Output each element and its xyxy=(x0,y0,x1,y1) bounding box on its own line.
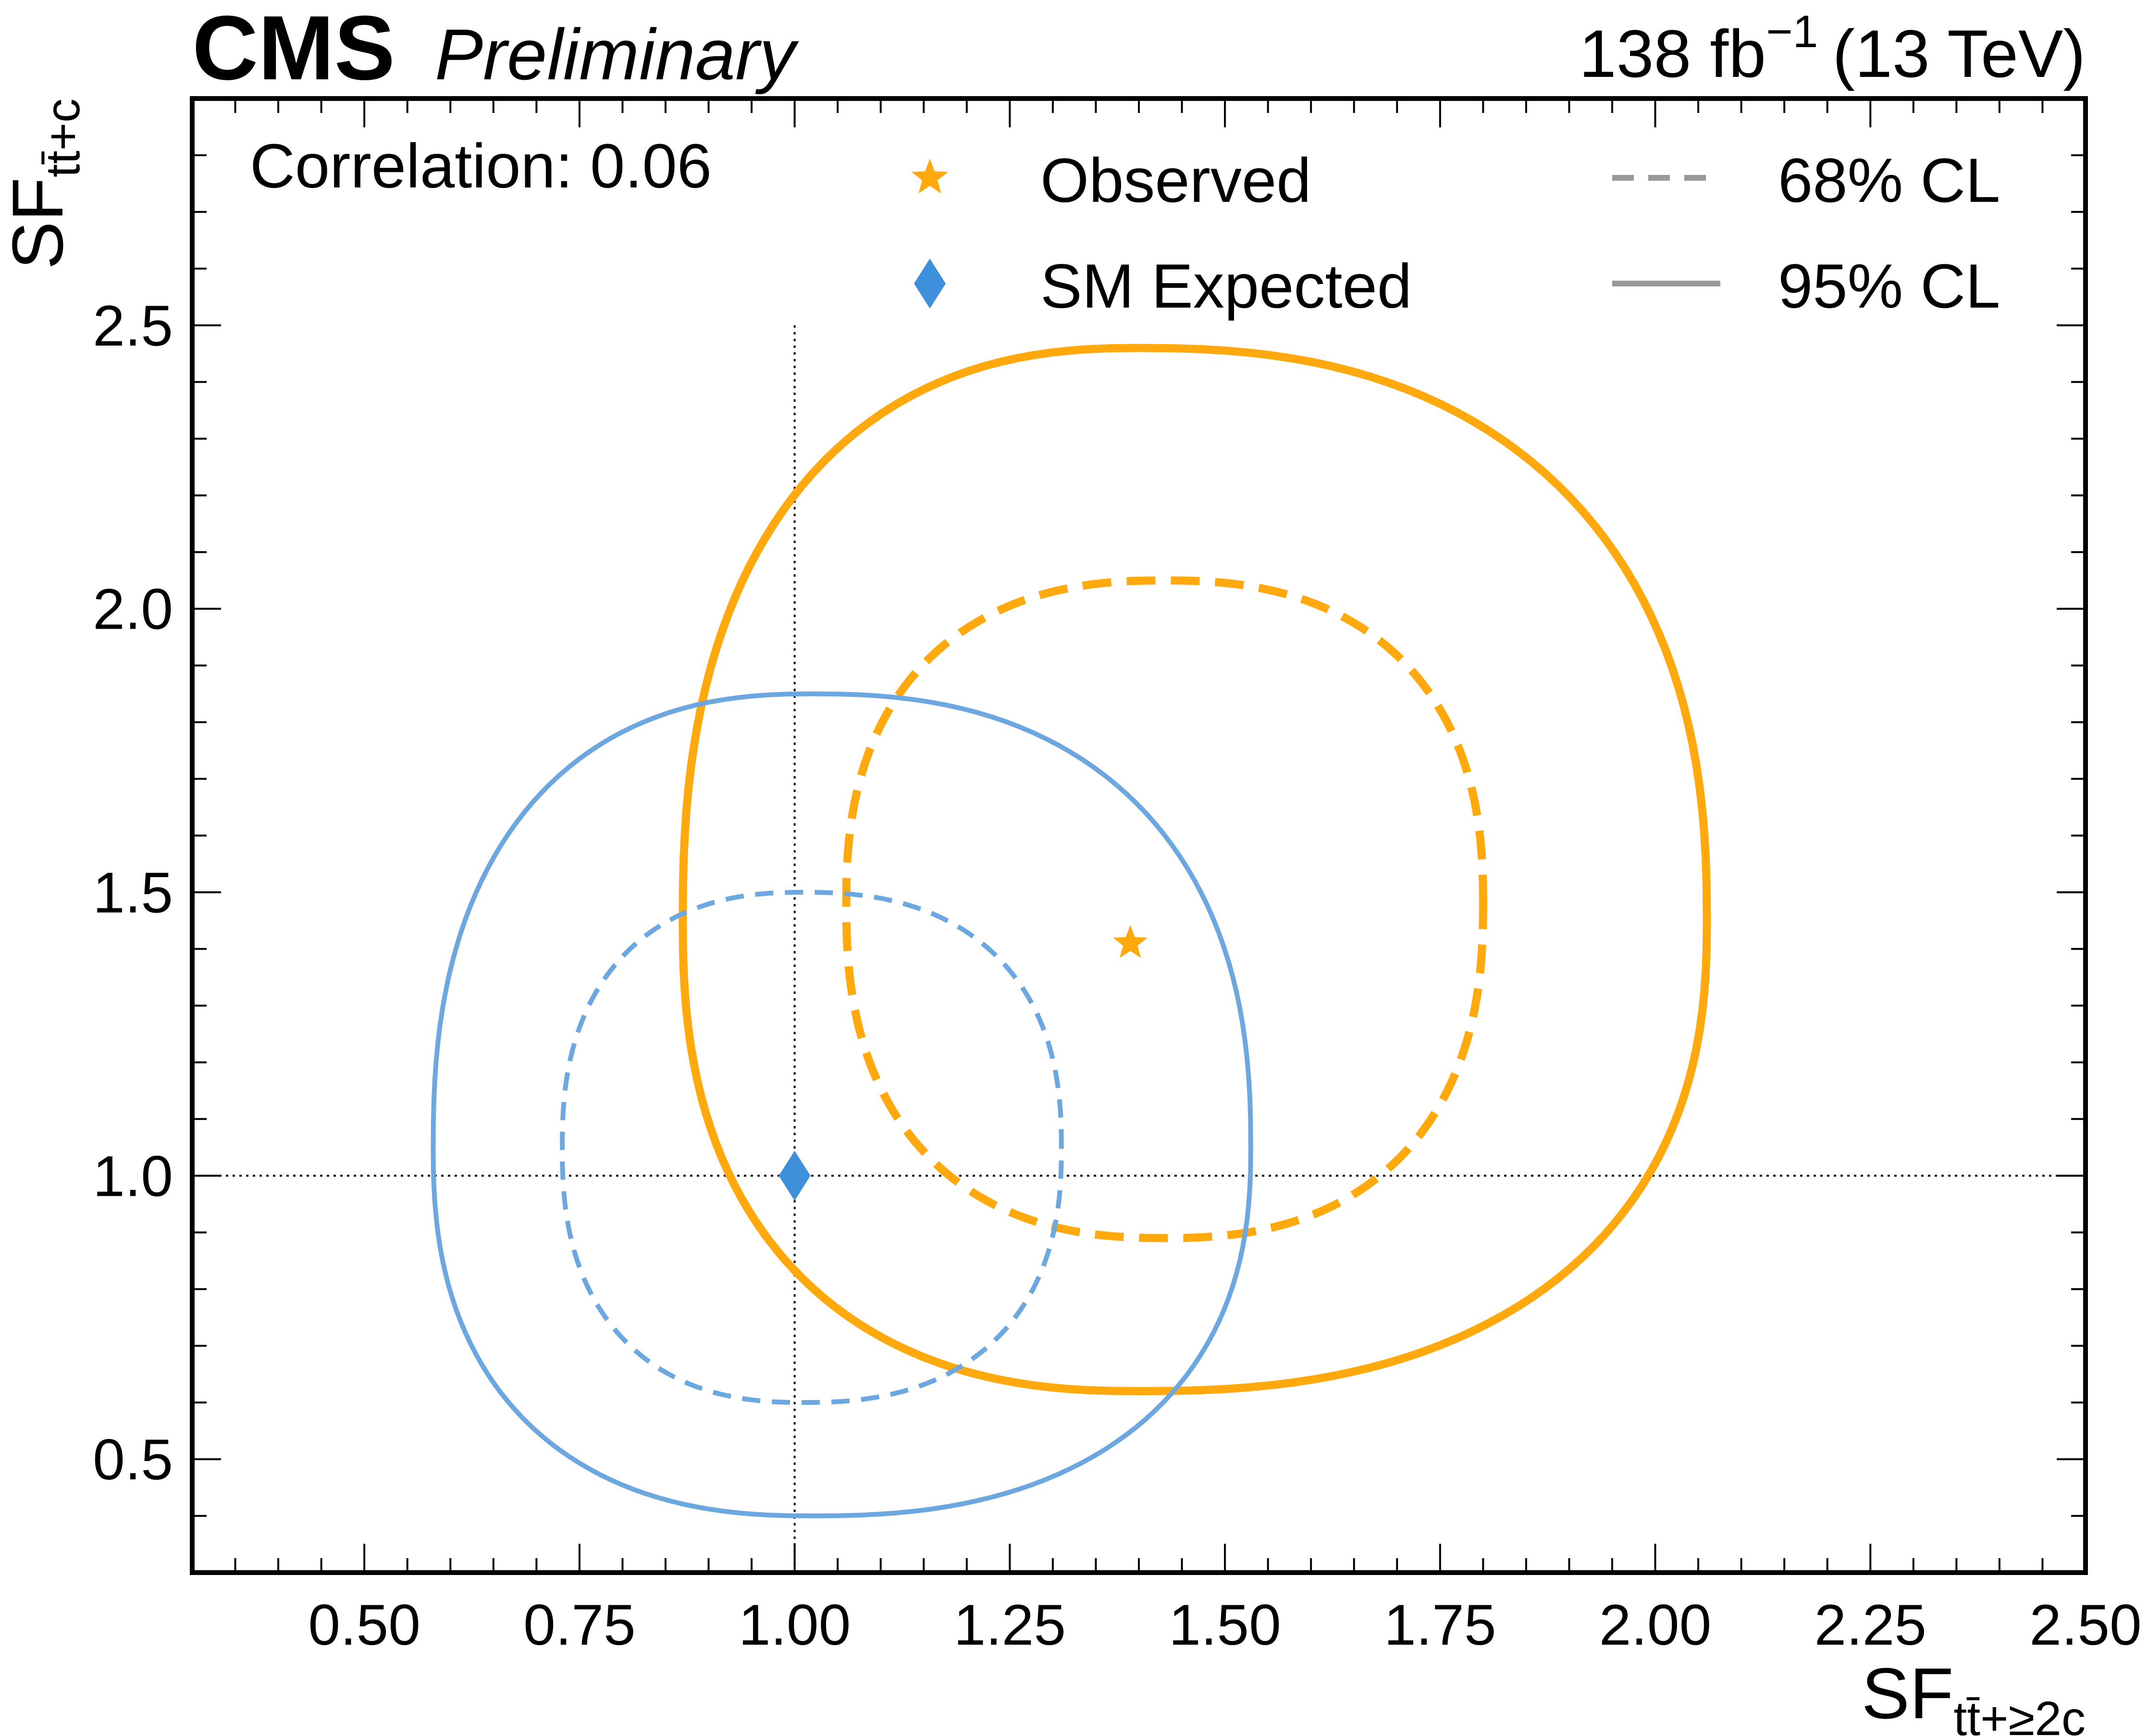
x-tick-label: 0.50 xyxy=(308,1593,420,1657)
contours xyxy=(431,344,1711,1518)
x-tick-label: 1.75 xyxy=(1384,1593,1496,1657)
y-axis-title: SFtt̄+c xyxy=(0,99,90,270)
x-tick-label: 2.50 xyxy=(2029,1593,2142,1657)
lumi-exponent: −1 xyxy=(1766,6,1818,57)
y-tick-label: 1.0 xyxy=(93,1144,173,1208)
y-axis-title-main: SF xyxy=(0,177,78,270)
x-axis-title-sub: tt̄+≥2c xyxy=(1954,1692,2086,1736)
diamond-icon xyxy=(914,259,946,309)
x-tick-label: 1.50 xyxy=(1169,1593,1281,1657)
x-tick-label: 0.75 xyxy=(523,1593,636,1657)
legend-observed-label: Observed xyxy=(1040,145,1311,215)
legend-95cl-label: 95% CL xyxy=(1778,251,2000,321)
reference-lines xyxy=(192,325,2086,1573)
x-axis-title-main: SF xyxy=(1862,1653,1954,1734)
x-tick-label: 2.00 xyxy=(1599,1593,1712,1657)
x-tick-label: 1.00 xyxy=(739,1593,851,1657)
observed-best-fit-marker xyxy=(1113,925,1148,958)
y-tick-label: 1.5 xyxy=(93,860,173,925)
legend-68cl-label: 68% CL xyxy=(1778,145,2000,215)
experiment-label: CMS xyxy=(192,0,395,99)
star-icon xyxy=(912,159,948,194)
expected-contour-68 xyxy=(560,890,1064,1405)
expected-contour-95 xyxy=(431,691,1253,1518)
y-axis-title-sub: tt̄+c xyxy=(36,99,90,177)
sm-expected-marker xyxy=(778,1151,811,1201)
lumi-value: 138 fb xyxy=(1579,16,1766,91)
correlation-label: Correlation: 0.06 xyxy=(250,131,712,201)
y-tick-label: 0.5 xyxy=(93,1427,173,1492)
axes: 0.50 0.75 1.00 1.25 1.50 1.75 2.00 2.25 2.50 0.5 1… xyxy=(93,96,2142,1657)
energy-label: (13 TeV) xyxy=(1832,16,2086,91)
x-axis-title: SFtt̄+≥2c xyxy=(1862,1653,2086,1736)
y-tick-label: 2.0 xyxy=(93,577,173,642)
markers xyxy=(778,925,1148,1201)
observed-contour-95 xyxy=(679,344,1711,1395)
legend-expected-label: SM Expected xyxy=(1040,251,1412,321)
lumi-label: 138 fb−1 (13 TeV) xyxy=(1579,6,2086,91)
status-label: Preliminary xyxy=(435,14,799,95)
x-tick-label: 2.25 xyxy=(1814,1593,1926,1657)
x-tick-label: 1.25 xyxy=(954,1593,1066,1657)
y-tick-label: 2.5 xyxy=(93,294,173,358)
observed-contour-68 xyxy=(842,576,1487,1242)
legend: Observed SM Expected 68% CL 95% CL xyxy=(912,145,2000,321)
